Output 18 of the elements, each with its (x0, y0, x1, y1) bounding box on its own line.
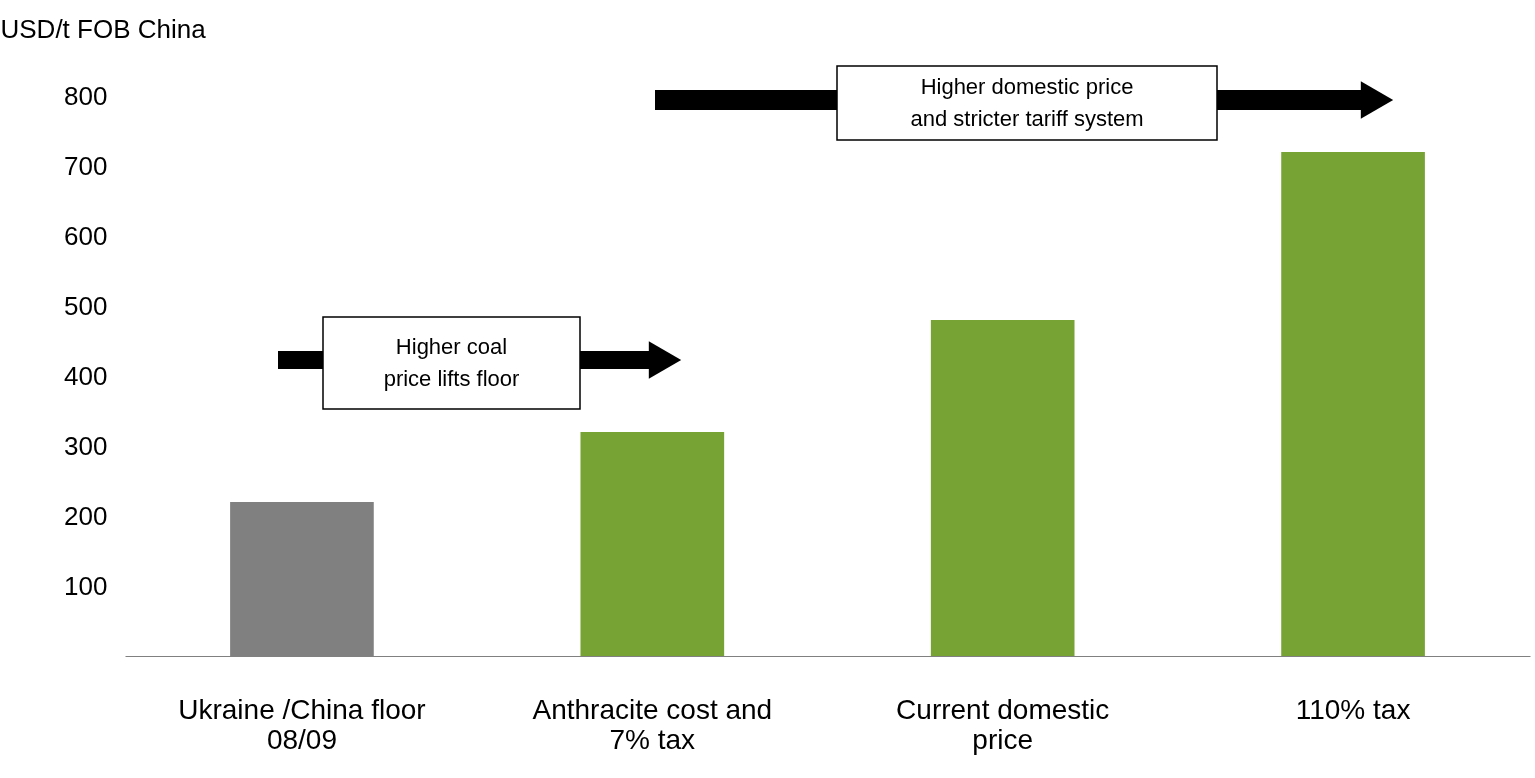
y-tick-label: 700 (64, 150, 108, 181)
annotation: Higher domestic price and stricter tariff system (910, 74, 1144, 131)
y-tick-label: 300 (64, 430, 108, 461)
bar (580, 432, 725, 656)
y-axis-title: USD/t FOB China (0, 13, 207, 44)
y-tick-label: 500 (64, 290, 108, 321)
y-tick-label: 600 (64, 220, 108, 251)
bar (930, 320, 1075, 656)
y-tick-label: 200 (64, 500, 108, 531)
y-tick-label: 400 (64, 360, 108, 391)
bar (1281, 152, 1425, 656)
x-tick-label: Ukraine /China floor 08/09 (178, 693, 426, 755)
y-tick-label: 100 (64, 570, 108, 601)
y-tick-label: 800 (64, 80, 108, 111)
annotation: Higher coal price lifts floor (383, 334, 520, 391)
x-tick-label: Anthracite cost and 7% tax (532, 693, 773, 755)
x-tick-label: Current domestic price (896, 693, 1110, 755)
x-tick-label: 110% tax (1295, 693, 1411, 725)
